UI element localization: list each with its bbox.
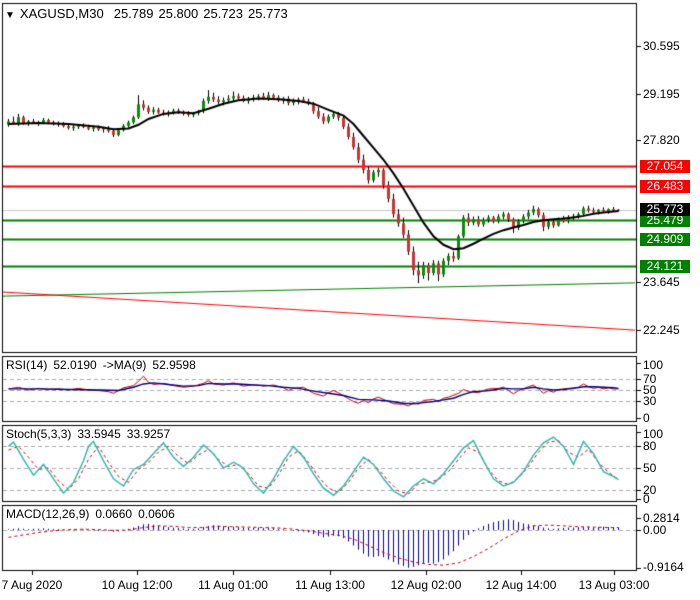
trading-chart-window: ▼ XAGUSD,M30 25.789 25.800 25.723 25.773 RSI(… [0,0,700,600]
chart-canvas[interactable] [0,0,700,600]
